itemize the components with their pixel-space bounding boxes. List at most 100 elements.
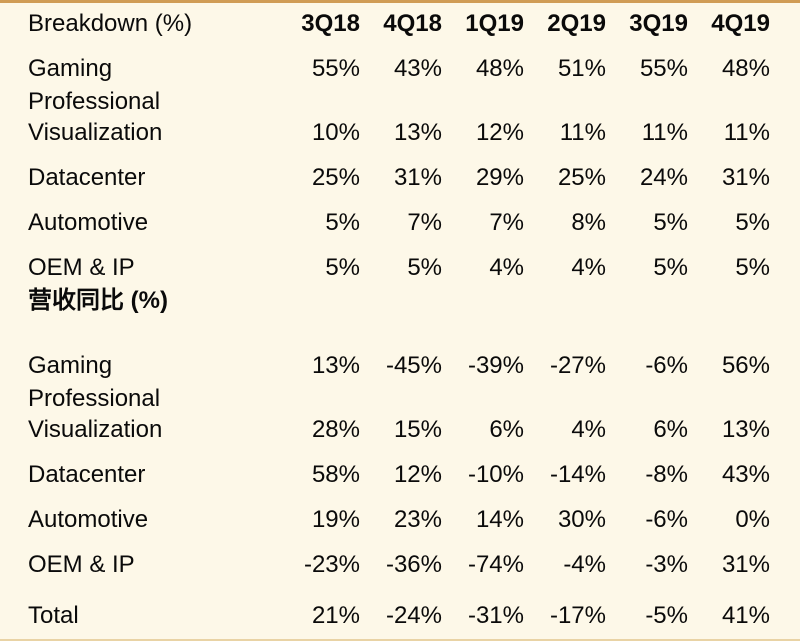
value-cell-3q18: 13% (311, 352, 360, 379)
value-cell-2q19: 4% (571, 254, 606, 281)
table-row-professional-visualization: Professional Visualization 10% 13% 12% 11% 11%… (28, 86, 770, 148)
column-header-3q19: 3Q19 (629, 10, 688, 37)
row-label: Datacenter (28, 461, 146, 488)
row-values: 28% 15% 6% 4% 6% 13% (278, 414, 770, 445)
value-cell-1q19: 4% (489, 254, 524, 281)
section-header-row: 营收同比 (%) (28, 285, 770, 316)
value-cell-1q19: -10% (467, 461, 524, 488)
value-cell-3q19: 5% (653, 254, 688, 281)
table-row-oem-ip: OEM & IP 5% 5% 4% 4% 5% 5% (28, 252, 770, 283)
value-cell-1q19: 29% (475, 164, 524, 191)
value-cell-4q19: 48% (721, 55, 770, 82)
column-header-1q19: 1Q19 (465, 10, 524, 37)
value-cell-3q19: -6% (645, 506, 688, 533)
row-values: 10% 13% 12% 11% 11% 11% (278, 117, 770, 148)
value-cell-3q18: 5% (325, 254, 360, 281)
row-label: Total (28, 602, 79, 629)
value-cell-3q19: 11% (641, 119, 688, 146)
value-cell-4q19: 31% (721, 551, 770, 578)
value-cell-1q19: 14% (475, 506, 524, 533)
value-cell-4q18: -45% (385, 352, 442, 379)
value-cell-1q19: 12% (475, 119, 524, 146)
value-cell-2q19: 11% (559, 119, 606, 146)
value-cell-3q18: 55% (311, 55, 360, 82)
value-cell-2q19: 8% (571, 209, 606, 236)
value-cell-3q19: 55% (639, 55, 688, 82)
value-cell-2q19: 30% (557, 506, 606, 533)
value-cell-1q19: 6% (489, 416, 524, 443)
table-title: Breakdown (%) (28, 10, 193, 37)
value-cell-3q19: -3% (645, 551, 688, 578)
row-values: 5% 5% 4% 4% 5% 5% (278, 252, 770, 283)
value-cell-4q18: 15% (393, 416, 442, 443)
row-values: 5% 7% 7% 8% 5% 5% (278, 207, 770, 238)
value-cell-2q19: -27% (549, 352, 606, 379)
row-label: Professional Visualization (28, 86, 278, 148)
table-row-automotive: Automotive 5% 7% 7% 8% 5% 5% (28, 207, 770, 238)
row-label: Gaming (28, 55, 113, 82)
table-row-automotive: Automotive 19% 23% 14% 30% -6% 0% (28, 504, 770, 535)
value-cell-4q19: 56% (721, 352, 770, 379)
value-cell-4q19: 5% (735, 209, 770, 236)
row-label: Professional Visualization (28, 383, 278, 445)
value-cell-3q18: 19% (311, 506, 360, 533)
row-label: Datacenter (28, 164, 146, 191)
row-label: Gaming (28, 352, 113, 379)
value-cell-3q19: -8% (645, 461, 688, 488)
column-header-2q19: 2Q19 (547, 10, 606, 37)
value-cell-3q18: -23% (303, 551, 360, 578)
row-label-line: Visualization (28, 416, 163, 443)
value-cell-4q18: 5% (407, 254, 442, 281)
value-cell-4q18: -36% (385, 551, 442, 578)
value-cell-2q19: 4% (571, 416, 606, 443)
table-body: Gaming 55% 43% 48% 51% 55% 48% Professional Visu… (28, 53, 770, 631)
value-cell-1q19: -74% (467, 551, 524, 578)
row-values: 58% 12% -10% -14% -8% 43% (278, 459, 770, 490)
value-cell-4q19: 31% (721, 164, 770, 191)
value-cell-4q19: 43% (721, 461, 770, 488)
value-cell-4q18: -24% (385, 602, 442, 629)
row-label-line: Professional (28, 88, 161, 115)
value-cell-3q18: 5% (325, 209, 360, 236)
table-row-oem-ip: OEM & IP -23% -36% -74% -4% -3% 31% (28, 549, 770, 580)
row-label: OEM & IP (28, 551, 135, 578)
row-values: 13% -45% -39% -27% -6% 56% (278, 350, 770, 381)
value-cell-4q18: 7% (407, 209, 442, 236)
row-values: -23% -36% -74% -4% -3% 31% (278, 549, 770, 580)
row-label: Automotive (28, 209, 149, 236)
value-cell-3q18: 58% (311, 461, 360, 488)
column-headers: 3Q18 4Q18 1Q19 2Q19 3Q19 4Q19 (278, 8, 770, 39)
column-header-3q18: 3Q18 (301, 10, 360, 37)
table-row-total: Total 21% -24% -31% -17% -5% 41% (28, 600, 770, 631)
value-cell-4q19: 11% (723, 119, 770, 146)
table-row-datacenter: Datacenter 58% 12% -10% -14% -8% 43% (28, 459, 770, 490)
value-cell-3q19: -5% (645, 602, 688, 629)
table-row-professional-visualization: Professional Visualization 28% 15% 6% 4% 6% 13% (28, 383, 770, 445)
value-cell-3q18: 28% (311, 416, 360, 443)
table-row-gaming: Gaming 55% 43% 48% 51% 55% 48% (28, 53, 770, 84)
value-cell-2q19: 25% (557, 164, 606, 191)
column-header-4q18: 4Q18 (383, 10, 442, 37)
value-cell-4q19: 0% (735, 506, 770, 533)
value-cell-4q18: 31% (393, 164, 442, 191)
value-cell-4q19: 5% (735, 254, 770, 281)
value-cell-1q19: 7% (489, 209, 524, 236)
value-cell-2q19: -4% (563, 551, 606, 578)
value-cell-4q18: 13% (393, 119, 442, 146)
row-label: OEM & IP (28, 254, 135, 281)
row-values: 25% 31% 29% 25% 24% 31% (278, 162, 770, 193)
row-values: 21% -24% -31% -17% -5% 41% (278, 600, 770, 631)
value-cell-3q18: 10% (311, 119, 360, 146)
value-cell-4q19: 41% (721, 602, 770, 629)
row-values: 55% 43% 48% 51% 55% 48% (278, 53, 770, 84)
section-header: 营收同比 (%) (28, 287, 168, 314)
value-cell-3q19: 6% (653, 416, 688, 443)
value-cell-3q19: 24% (639, 164, 688, 191)
value-cell-2q19: -14% (549, 461, 606, 488)
value-cell-1q19: 48% (475, 55, 524, 82)
column-header-4q19: 4Q19 (711, 10, 770, 37)
value-cell-3q19: 5% (653, 209, 688, 236)
row-values: 19% 23% 14% 30% -6% 0% (278, 504, 770, 535)
value-cell-3q18: 25% (311, 164, 360, 191)
value-cell-3q19: -6% (645, 352, 688, 379)
